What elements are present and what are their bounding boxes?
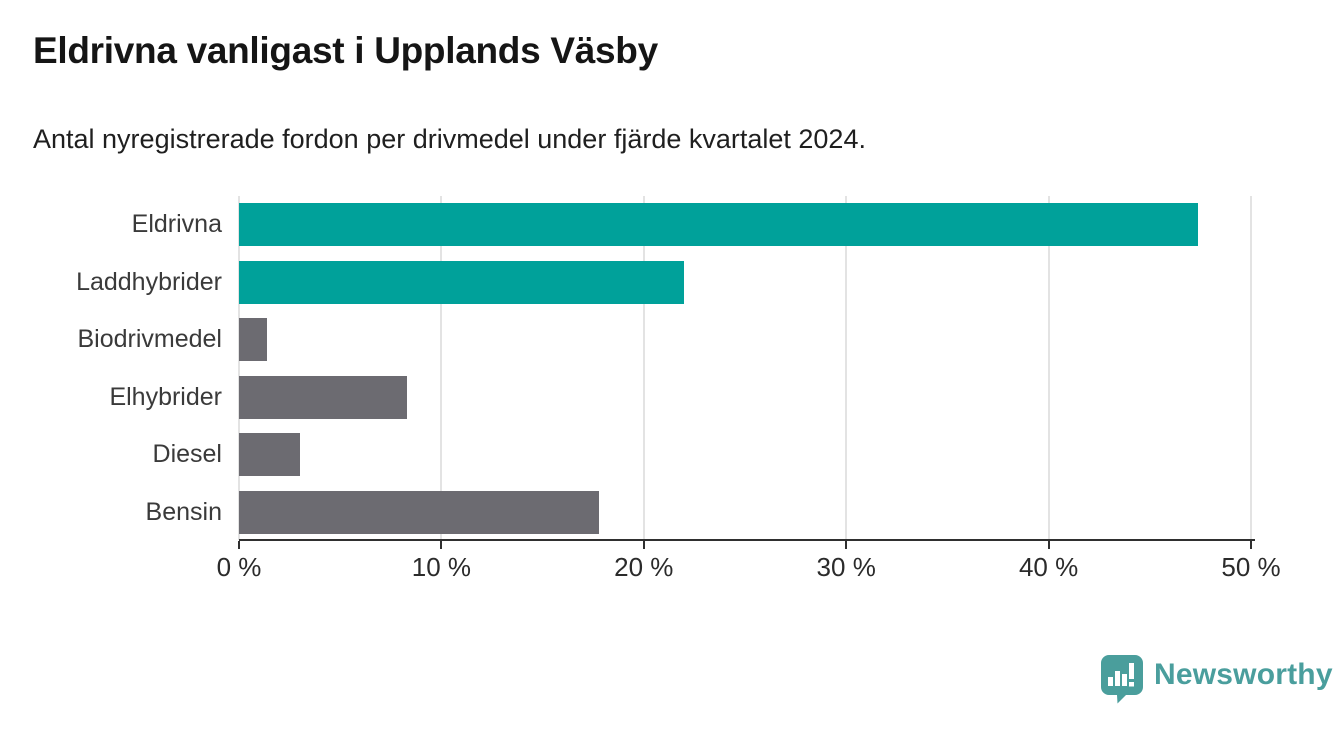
x-tick-0 [238,541,240,549]
gridline-10 [440,196,443,540]
y-label-eldrivna: Eldrivna [131,210,222,238]
gridline-50 [1250,196,1252,540]
chart-title: Eldrivna vanligast i Upplands Väsby [33,30,658,71]
gridline-20 [642,196,645,540]
bar-laddhybrider [239,260,685,304]
bar-biodrivmedel [239,318,268,362]
x-tick-label-50: 50 % [1221,552,1281,582]
x-tick-20 [642,541,645,549]
gridline-40 [1047,196,1050,540]
newsworthy-logo: Newsworthy [1100,654,1333,704]
x-tick-label-20: 20 % [614,552,674,582]
logo-text: Newsworthy [1154,658,1333,691]
x-tick-label-30: 30 % [816,552,876,582]
bar-diesel [239,433,300,477]
y-label-laddhybrider: Laddhybrider [76,267,222,296]
gridline-30 [845,196,848,540]
y-label-elhybrider: Elhybrider [109,382,222,411]
plot-area [238,196,1255,541]
y-label-diesel: Diesel [152,440,222,468]
x-tick-30 [845,541,848,549]
gridline-0 [238,196,240,540]
x-tick-10 [440,541,443,549]
x-tick-label-10: 10 % [411,552,472,582]
y-label-bensin: Bensin [145,497,222,526]
x-tick-label-0: 0 % [216,552,262,582]
y-axis-labels: Eldrivna Laddhybrider Biodrivmedel Elhybrid… [0,196,222,541]
bar-bensin [239,490,600,534]
chart-subtitle: Antal nyregistrerade fordon per drivmede… [33,124,866,154]
x-tick-40 [1047,541,1050,549]
x-axis-line [239,539,1255,541]
x-tick-50 [1250,541,1252,549]
bar-elhybrider [239,375,407,419]
x-tick-label-40: 40 % [1018,552,1079,582]
newsworthy-speech-bubble-chart-icon [1101,655,1143,704]
bar-eldrivna [239,203,1199,247]
y-label-biodrivmedel: Biodrivmedel [77,325,222,353]
